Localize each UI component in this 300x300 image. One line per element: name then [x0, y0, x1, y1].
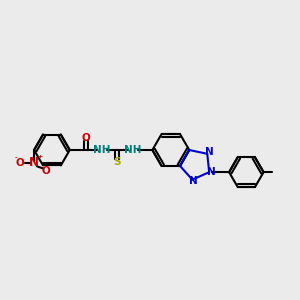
Text: -: -	[14, 155, 17, 160]
Text: N: N	[205, 147, 214, 157]
Text: S: S	[113, 158, 121, 167]
Text: NH: NH	[93, 145, 110, 155]
Text: N: N	[207, 167, 216, 177]
Text: NH: NH	[124, 145, 141, 155]
Text: +: +	[38, 154, 43, 159]
Text: N: N	[190, 176, 198, 186]
Text: N: N	[29, 156, 39, 169]
Text: O: O	[82, 133, 91, 142]
Text: O: O	[41, 167, 50, 176]
Text: O: O	[16, 158, 25, 168]
